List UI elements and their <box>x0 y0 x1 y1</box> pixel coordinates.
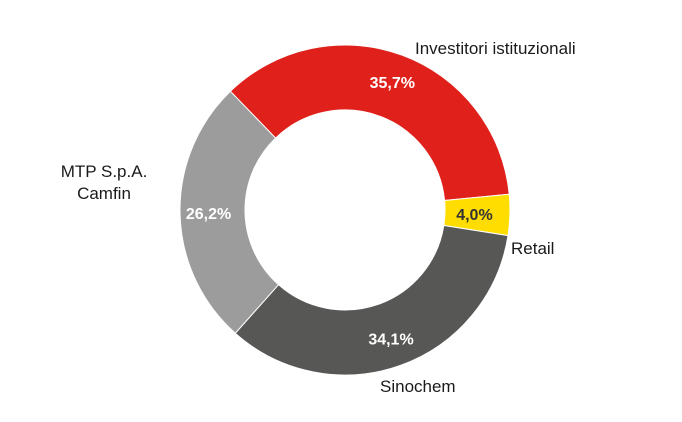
value-label-investitori-istituzionali: 35,7% <box>370 75 415 92</box>
value-label-mtp-s-p-a: 26,2% <box>186 206 231 223</box>
slice-sinochem <box>234 224 509 376</box>
slice-category-labels: Investitori istituzionali Retail Sinochem M… <box>61 39 576 396</box>
value-label-sinochem: 34,1% <box>368 332 413 349</box>
category-label-investitori-istituzionali: Investitori istituzionali <box>415 39 576 58</box>
category-label-mtp-s-p-a: MTP S.p.A. Camfin <box>61 162 148 203</box>
slice-mtp-s-p-a <box>179 90 280 334</box>
category-label-sinochem: Sinochem <box>380 377 456 396</box>
donut-slices <box>179 44 511 376</box>
slice-value-labels: 35,7% 4,0% 34,1% 26,2% <box>186 75 493 349</box>
category-label-retail: Retail <box>511 239 554 258</box>
slice-investitori-istituzionali <box>229 44 510 201</box>
value-label-retail: 4,0% <box>456 207 492 224</box>
